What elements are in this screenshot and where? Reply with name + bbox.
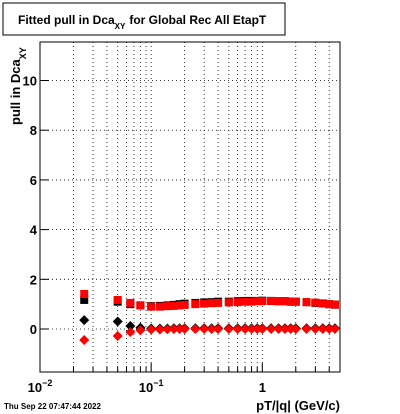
y-tick-label: 4 xyxy=(30,223,38,238)
data-point xyxy=(286,297,295,306)
data-point xyxy=(223,324,234,335)
data-point xyxy=(146,324,157,335)
data-point xyxy=(112,330,123,341)
data-point xyxy=(179,324,190,335)
y-tick-label: 8 xyxy=(30,123,37,138)
data-point xyxy=(266,324,277,335)
x-tick-label: 10−1 xyxy=(139,378,164,395)
y-label-subscript: XY xyxy=(18,47,28,59)
data-point xyxy=(311,298,320,307)
data-point xyxy=(213,324,224,335)
title-suffix: for Global Rec All EtapT xyxy=(129,13,267,27)
y-label-main: pull in Dca xyxy=(8,59,23,126)
data-point xyxy=(291,297,300,306)
data-point xyxy=(180,300,189,309)
y-tick-label: 10 xyxy=(23,74,37,89)
data-point xyxy=(125,321,136,332)
y-tick-label: 6 xyxy=(30,173,37,188)
x-tick-label: 1 xyxy=(259,380,266,395)
timestamp: Thu Sep 22 07:47:44 2022 xyxy=(4,402,101,411)
data-point xyxy=(302,298,311,307)
data-point xyxy=(207,299,216,308)
data-point xyxy=(317,324,328,335)
data-point xyxy=(155,302,164,311)
data-point xyxy=(168,324,179,335)
data-point xyxy=(240,324,251,335)
data-point xyxy=(169,301,178,310)
data-point xyxy=(80,295,89,304)
title-box xyxy=(2,2,286,36)
data-point xyxy=(273,324,284,335)
data-point xyxy=(125,326,136,337)
data-point xyxy=(279,324,290,335)
plot-frame xyxy=(39,41,341,373)
chart-title: Fitted pull in DcaXY for Global Rec All E… xyxy=(18,13,267,31)
data-point xyxy=(280,297,289,306)
data-point xyxy=(301,324,312,335)
data-point xyxy=(232,324,243,335)
x-tick-base: 10 xyxy=(139,380,153,395)
data-point xyxy=(224,298,233,307)
data-point xyxy=(175,301,184,310)
data-point xyxy=(325,300,334,309)
x-tick-exponent: −2 xyxy=(42,378,52,388)
data-point xyxy=(191,300,200,309)
data-point xyxy=(199,324,210,335)
data-point xyxy=(324,324,335,335)
x-tick-label: 10−2 xyxy=(28,378,53,395)
data-point xyxy=(246,324,257,335)
data-point xyxy=(200,299,209,308)
data-point xyxy=(310,324,321,335)
data-point xyxy=(318,299,327,308)
x-axis-label: pT/|q| (GeV/c) xyxy=(256,398,340,413)
data-point xyxy=(258,297,267,306)
data-point xyxy=(162,324,173,335)
data-point xyxy=(80,289,89,298)
data-point xyxy=(252,324,263,335)
data-point xyxy=(135,325,146,336)
data-point xyxy=(174,324,185,335)
data-point xyxy=(285,324,296,335)
data-point xyxy=(241,297,250,306)
x-tick-base: 10 xyxy=(28,380,42,395)
data-point xyxy=(290,324,301,335)
data-point xyxy=(330,300,339,309)
data-point xyxy=(329,324,340,335)
data-point xyxy=(233,298,242,307)
data-point xyxy=(253,297,262,306)
data-point xyxy=(79,315,90,326)
y-tick-label: 2 xyxy=(30,272,37,287)
data-point xyxy=(136,301,145,310)
data-point xyxy=(190,324,201,335)
data-point xyxy=(79,334,90,345)
data-point xyxy=(274,297,283,306)
data-point xyxy=(163,302,172,311)
data-point xyxy=(247,297,256,306)
y-tick-label: 0 xyxy=(30,322,37,337)
data-point xyxy=(147,302,156,311)
data-point xyxy=(113,295,122,304)
y-axis-label: pull in DcaXY xyxy=(8,47,28,125)
title-main: Fitted pull in Dca xyxy=(18,13,115,27)
data-point xyxy=(214,298,223,307)
data-point xyxy=(257,324,268,335)
data-point xyxy=(126,298,135,307)
title-subscript: XY xyxy=(115,22,126,31)
data-point xyxy=(112,316,123,327)
data-point xyxy=(206,324,217,335)
data-point xyxy=(154,324,165,335)
data-point xyxy=(267,296,276,305)
x-tick-exponent: −1 xyxy=(153,378,163,388)
